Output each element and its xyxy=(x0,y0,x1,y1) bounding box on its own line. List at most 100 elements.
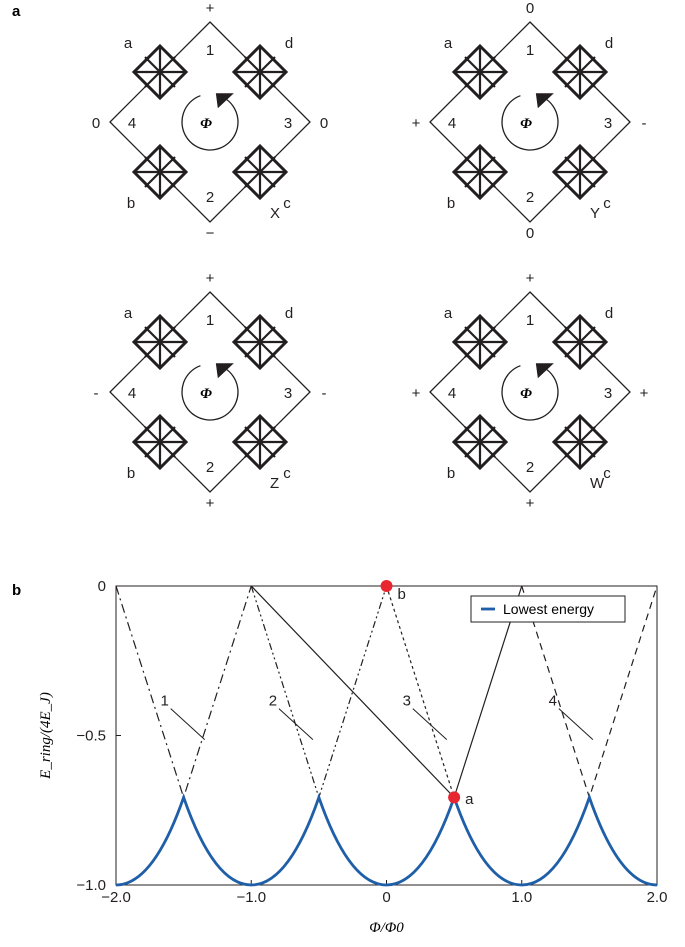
josephson-junction-d xyxy=(551,43,609,101)
legend-label: Lowest energy xyxy=(503,601,594,617)
ring-diagram-z: a d b c 1 2 3 4 + + - - Z Φ xyxy=(94,270,327,512)
panel-b-label: b xyxy=(12,582,21,599)
junction-label-c: c xyxy=(603,195,611,212)
diagram-name: Z xyxy=(270,475,279,492)
island-label-2: 2 xyxy=(526,189,534,206)
energy-band-line xyxy=(385,585,455,798)
x-tick-label: −2.0 xyxy=(101,889,131,906)
junction-label-c: c xyxy=(283,465,291,482)
curve-label-leader xyxy=(558,708,594,740)
charge-label-top: + xyxy=(526,270,535,287)
y-tick-label: 0 xyxy=(98,578,106,595)
flux-arrow-head xyxy=(535,363,554,379)
island-label-1: 1 xyxy=(526,312,534,329)
charge-label-right: + xyxy=(640,385,649,402)
josephson-junction-c xyxy=(551,143,609,201)
flux-symbol: Φ xyxy=(520,116,532,132)
island-label-1: 1 xyxy=(206,312,214,329)
island-label-4: 4 xyxy=(128,115,136,132)
charge-label-top: + xyxy=(206,0,215,17)
charge-label-right: 0 xyxy=(320,115,328,132)
charge-label-left: + xyxy=(412,385,421,402)
island-label-3: 3 xyxy=(604,115,612,132)
island-label-2: 2 xyxy=(526,459,534,476)
ring-diagram-w: a d b c 1 2 3 4 + + + + W Φ xyxy=(412,270,649,512)
junction-label-a: a xyxy=(444,305,453,322)
charge-label-right: - xyxy=(322,385,327,402)
junction-label-d: d xyxy=(285,35,293,52)
charge-label-left: 0 xyxy=(92,115,100,132)
junction-label-b: b xyxy=(127,465,135,482)
charge-label-left: - xyxy=(94,385,99,402)
ring-outline xyxy=(109,21,311,223)
panel-a-label: a xyxy=(12,3,21,20)
panel-b: −2.0 −1.0 0 1.0 2.00−0.5−1.0Φ/Φ0E_ring/(4E_J… xyxy=(38,578,667,936)
josephson-junction-d xyxy=(231,43,289,101)
x-tick-label: 1.0 xyxy=(511,889,532,906)
josephson-junction-b xyxy=(131,143,189,201)
flux-symbol: Φ xyxy=(200,386,212,402)
island-label-1: 1 xyxy=(526,42,534,59)
josephson-junction-b xyxy=(451,413,509,471)
diagram-name: X xyxy=(270,205,280,222)
flux-circulation-arc xyxy=(501,365,559,421)
flux-circulation-arc xyxy=(501,95,559,151)
josephson-junction-c xyxy=(231,143,289,201)
flux-circulation-arc xyxy=(181,365,239,421)
x-axis-label: Φ/Φ0 xyxy=(369,920,404,936)
y-tick-label: −0.5 xyxy=(76,728,106,745)
junction-label-b: b xyxy=(447,195,455,212)
ring-outline xyxy=(429,291,631,493)
island-label-4: 4 xyxy=(128,385,136,402)
flux-circulation-arc xyxy=(181,95,239,151)
state-marker-b xyxy=(380,580,393,592)
island-label-2: 2 xyxy=(206,459,214,476)
state-label-b: b xyxy=(398,586,406,603)
charge-label-top: 0 xyxy=(526,0,534,17)
diagram-name: W xyxy=(590,475,605,492)
flux-arrow-head xyxy=(535,93,554,109)
josephson-junction-b xyxy=(131,413,189,471)
island-label-4: 4 xyxy=(448,385,456,402)
island-label-3: 3 xyxy=(604,385,612,402)
x-tick-label: −1.0 xyxy=(236,889,266,906)
flux-arrow-head xyxy=(215,363,234,379)
island-label-1: 1 xyxy=(206,42,214,59)
junction-label-a: a xyxy=(124,35,133,52)
flux-symbol: Φ xyxy=(200,116,212,132)
curve-label-leader xyxy=(412,708,448,740)
charge-label-bottom: + xyxy=(206,495,215,512)
diagram-name: Y xyxy=(590,205,600,222)
junction-label-b: b xyxy=(447,465,455,482)
josephson-junction-d xyxy=(231,313,289,371)
junction-label-d: d xyxy=(605,35,613,52)
charge-label-top: + xyxy=(206,270,215,287)
lowest-energy-curve xyxy=(115,793,658,887)
josephson-junction-d xyxy=(551,313,609,371)
flux-arrow-head xyxy=(215,93,234,109)
charge-label-right: - xyxy=(642,115,647,132)
state-marker-a xyxy=(448,791,461,804)
curve-label-3: 3 xyxy=(403,693,411,710)
energy-band-line-1 xyxy=(115,585,252,800)
state-label-a: a xyxy=(465,791,474,808)
curve-label-leader xyxy=(278,708,314,740)
island-label-2: 2 xyxy=(206,189,214,206)
plot-frame xyxy=(115,585,658,886)
curve-label-4: 4 xyxy=(549,693,557,710)
flux-symbol: Φ xyxy=(520,386,532,402)
junction-label-a: a xyxy=(124,305,133,322)
josephson-junction-b xyxy=(451,143,509,201)
ring-diagram-x: a d b c 1 2 3 4 + − 0 0 X Φ xyxy=(92,0,328,242)
charge-label-bottom: + xyxy=(526,495,535,512)
curve-label-1: 1 xyxy=(161,693,169,710)
curve-label-2: 2 xyxy=(269,693,277,710)
ring-outline xyxy=(109,291,311,493)
charge-label-bottom: 0 xyxy=(526,225,534,242)
junction-label-c: c xyxy=(283,195,291,212)
junction-label-c: c xyxy=(603,465,611,482)
junction-label-a: a xyxy=(444,35,453,52)
y-tick-label: −1.0 xyxy=(76,877,106,894)
josephson-junction-c xyxy=(231,413,289,471)
